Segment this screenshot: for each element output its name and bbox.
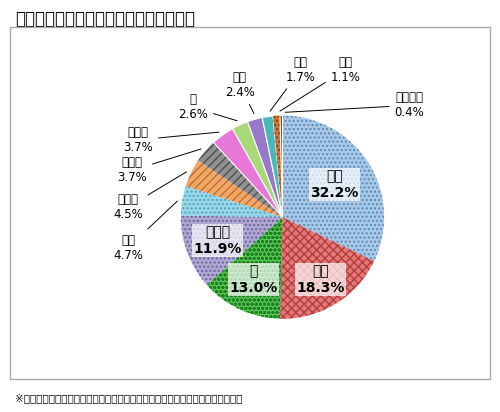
- Wedge shape: [282, 115, 384, 261]
- Text: 畜産物
11.9%: 畜産物 11.9%: [194, 226, 242, 256]
- Text: その他
3.7%: その他 3.7%: [117, 149, 201, 185]
- Wedge shape: [214, 129, 282, 217]
- Wedge shape: [181, 215, 282, 285]
- Wedge shape: [262, 116, 282, 217]
- Wedge shape: [207, 217, 282, 319]
- Wedge shape: [181, 186, 282, 217]
- Wedge shape: [280, 217, 374, 319]
- Text: 林産物
3.7%: 林産物 3.7%: [124, 126, 219, 154]
- Wedge shape: [186, 160, 282, 217]
- Text: そば
1.7%: そば 1.7%: [270, 56, 316, 111]
- Text: 野生鳥獣
0.4%: 野生鳥獣 0.4%: [286, 91, 424, 119]
- Wedge shape: [198, 143, 282, 217]
- Text: 花き
1.1%: 花き 1.1%: [280, 56, 360, 111]
- Text: 米
13.0%: 米 13.0%: [229, 265, 277, 295]
- Text: 総合化事業計画の対象農林水産物の割合: 総合化事業計画の対象農林水産物の割合: [15, 10, 195, 28]
- Text: 水産物
4.5%: 水産物 4.5%: [113, 172, 186, 221]
- Wedge shape: [232, 122, 282, 217]
- Text: 茶
2.6%: 茶 2.6%: [178, 94, 237, 122]
- Text: 野菜
32.2%: 野菜 32.2%: [310, 170, 358, 200]
- Text: 果樹
18.3%: 果樹 18.3%: [296, 265, 344, 295]
- Wedge shape: [273, 115, 282, 217]
- Text: ※複数の農林水産物を対象としている総合化事業計画については全てをカウント: ※複数の農林水産物を対象としている総合化事業計画については全てをカウント: [15, 393, 242, 403]
- Text: 麦類
2.4%: 麦類 2.4%: [225, 71, 255, 114]
- Wedge shape: [248, 117, 282, 217]
- Wedge shape: [280, 115, 282, 217]
- Text: 豆類
4.7%: 豆類 4.7%: [113, 201, 178, 262]
